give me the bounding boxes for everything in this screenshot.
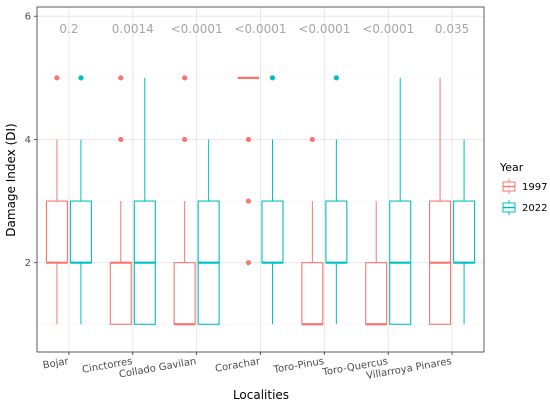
p-value-label: 0.035 [435,22,469,36]
outlier-point [182,136,188,143]
p-value-label: 0.0014 [112,22,154,36]
outlier-point [78,75,84,81]
y-tick-label: 4 [25,135,31,146]
outlier-point [182,75,188,81]
legend-label-1997: 1997 [522,182,547,193]
x-axis-title: Localities [233,388,289,402]
box-1997-villarroya-pinares [429,77,452,325]
p-value-label: <0.0001 [362,22,414,36]
box-body [45,200,68,264]
y-axis: 2 4 6 [25,12,37,269]
box-body [365,262,388,325]
grid-lines [37,7,484,352]
p-value-labels: 0.2 0.0014 <0.0001 <0.0001 <0.0001 <0.0001 0.0… [59,22,469,36]
box-body [109,262,132,325]
box-body [301,262,324,325]
box-body [69,200,92,264]
outlier-point [309,136,315,143]
box-1997-cinctorres [109,75,132,325]
box-1997-toro-quercus [365,201,388,326]
box-1997-corachar [237,76,260,266]
outlier-point [333,75,339,81]
box-2022-corachar [261,75,284,325]
outlier-point [118,75,124,81]
box-1997-bojar [45,75,68,325]
p-value-label: <0.0001 [298,22,350,36]
outlier-point [245,260,252,266]
box-2022-toro-pinus [325,75,348,325]
legend: Year 1997 2022 [499,161,547,215]
y-tick-label: 6 [25,12,31,23]
box-body [261,200,284,264]
box-series [45,75,476,326]
x-tick-label: Bojar [42,356,70,372]
legend-label-2022: 2022 [522,203,547,214]
box-1997-collado-gavilan [173,75,196,326]
box-body [453,200,476,264]
box-body [325,200,348,264]
legend-title: Year [499,161,524,174]
x-tick-label: Toro-Pinus [272,356,325,376]
x-tick-label: Corachar [214,356,262,375]
box-2022-villarroya-pinares [453,139,476,325]
outlier-point [118,136,124,143]
box-2022-cinctorres [133,77,156,325]
box-body [173,262,196,325]
y-axis-title: Damage Index (DI) [4,123,18,236]
outlier-point [269,75,276,81]
box-1997-toro-pinus [301,136,324,326]
box-2022-bojar [69,75,92,325]
p-value-label: 0.2 [59,22,78,36]
legend-key-1997 [502,179,516,194]
box-2022-collado-gavilan [197,139,220,325]
y-tick-label: 2 [25,258,31,269]
p-value-label: <0.0001 [171,22,223,36]
legend-key-2022 [502,200,516,215]
outlier-point [54,75,60,81]
box-2022-toro-quercus [389,77,412,325]
outlier-point [245,136,252,143]
p-value-label: <0.0001 [234,22,286,36]
outlier-point [245,198,252,204]
